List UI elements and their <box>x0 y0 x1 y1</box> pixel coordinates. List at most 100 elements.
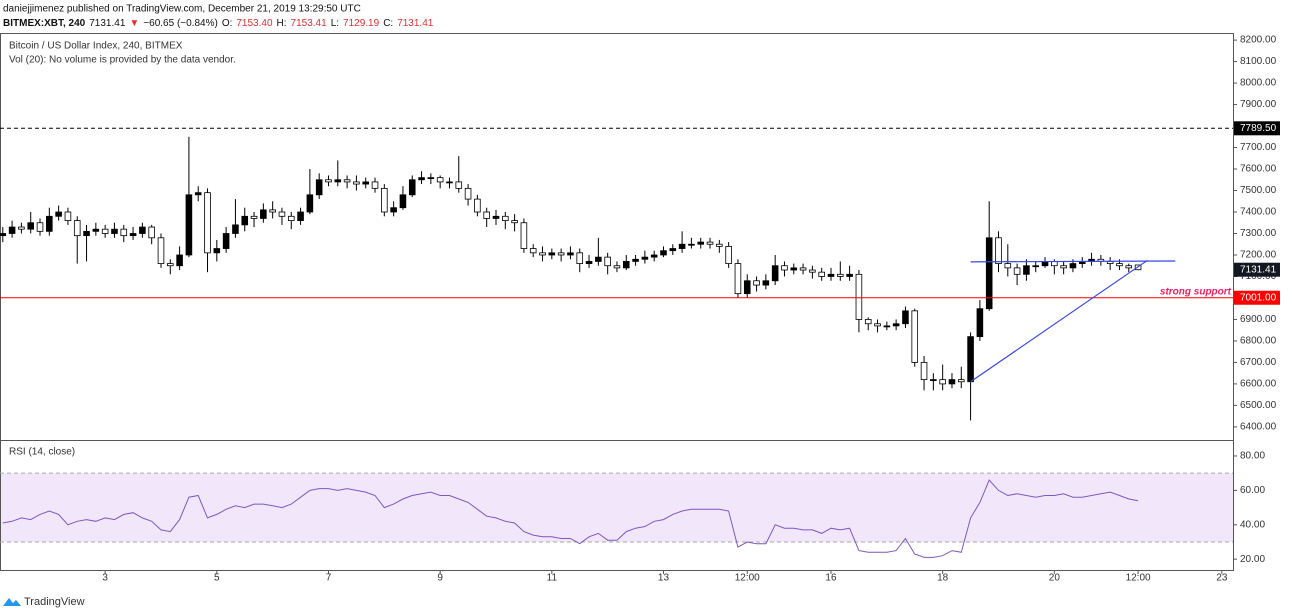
x-tick-label: 18 <box>937 573 949 584</box>
candle-body <box>883 325 891 328</box>
quote-part: ▼ <box>129 18 139 29</box>
candle-body <box>967 336 974 383</box>
candle-body <box>250 215 258 219</box>
y-tick-label: 6700.00 <box>1240 357 1277 368</box>
level-badge <box>1234 290 1280 305</box>
candle-body <box>1013 267 1021 275</box>
candle-body <box>846 273 853 277</box>
y-tick-label: 6400.00 <box>1240 422 1277 433</box>
y-tick-label: 8100.00 <box>1240 56 1277 67</box>
price-title: Bitcoin / US Dollar Index, 240, BITMEX <box>9 41 183 52</box>
candle-body <box>502 215 509 221</box>
candle-body <box>194 192 202 196</box>
quote-line: BITMEX:XBT, 240 7131.41 ▼ −60.65 (−0.84%) O:… <box>3 18 434 29</box>
candle-body <box>232 224 239 234</box>
candle-body <box>818 271 825 277</box>
candle-body <box>706 241 714 245</box>
y-tick-label: 20.00 <box>1240 554 1265 565</box>
level-label: 7001.00 <box>1240 292 1277 303</box>
candle-body <box>939 379 946 385</box>
candle-body <box>660 250 667 256</box>
candle-body <box>548 252 556 256</box>
candle-body <box>641 256 649 260</box>
candle-body <box>8 226 16 234</box>
candle-body <box>632 258 639 262</box>
candle-body <box>1060 265 1067 269</box>
candle-body <box>381 187 388 213</box>
y-tick-label: 6500.00 <box>1240 400 1277 411</box>
candle-body <box>790 267 798 271</box>
candle-body <box>185 194 193 256</box>
y-tick-label: 7600.00 <box>1240 164 1277 175</box>
pane-frame <box>0 33 1234 571</box>
candle-body <box>371 181 379 189</box>
y-tick-label: 7500.00 <box>1240 185 1277 196</box>
candle-body <box>222 233 230 249</box>
candle-body <box>567 252 574 256</box>
y-tick-label: 40.00 <box>1240 519 1265 530</box>
level-label: 7789.50 <box>1240 123 1277 134</box>
candle-body <box>539 252 546 256</box>
candle-body <box>483 211 490 219</box>
candle-body <box>781 265 788 271</box>
last-price-label: 7131.41 <box>1240 264 1277 275</box>
candle-body <box>343 179 351 183</box>
candle-body <box>306 194 314 213</box>
y-tick-label: 6600.00 <box>1240 379 1277 390</box>
y-tick-label: 60.00 <box>1240 485 1265 496</box>
candle-body <box>455 181 463 189</box>
candle-body <box>1032 265 1040 268</box>
candle-body <box>511 220 518 224</box>
quote-part: L: <box>331 18 339 29</box>
x-tick-label: 23 <box>1216 573 1228 584</box>
author-line: daniejjimenez published on TradingView.c… <box>3 4 361 15</box>
x-tick-label: 12:00 <box>735 573 760 584</box>
candle-body <box>697 241 705 245</box>
candle-body <box>1023 265 1030 275</box>
candle-body <box>83 230 90 237</box>
candle-body <box>827 273 835 277</box>
candle-body <box>353 181 360 185</box>
candle-body <box>111 228 118 234</box>
candle-body <box>101 228 109 234</box>
candle-body <box>957 379 965 383</box>
candle-body <box>1004 263 1012 269</box>
candle-body <box>716 243 723 247</box>
candle-body <box>734 263 742 295</box>
candle-body <box>837 273 844 277</box>
candle-body <box>18 226 25 230</box>
candle-body <box>27 222 34 230</box>
y-tick-label: 8200.00 <box>1240 35 1277 46</box>
x-tick-label: 12:00 <box>1126 573 1151 584</box>
quote-part: O: <box>222 18 233 29</box>
candle-body <box>976 308 984 338</box>
candle-body <box>743 280 751 295</box>
candle-body <box>269 209 276 213</box>
candle-body <box>585 261 593 264</box>
candle-body <box>325 179 332 183</box>
candle-body <box>669 248 677 252</box>
candle-body <box>399 194 407 209</box>
candle-body <box>864 319 872 325</box>
candle-body <box>260 209 267 219</box>
candle-body <box>148 226 155 239</box>
x-tick-label: 11 <box>547 573 558 584</box>
candle-body <box>902 310 909 325</box>
volume-note: Vol (20): No volume is provided by the d… <box>9 55 236 66</box>
footer-brand: TradingView <box>24 596 85 608</box>
candle-body <box>1125 265 1133 269</box>
candle-body <box>157 237 165 264</box>
candle-body <box>613 265 621 269</box>
x-tick-label: 9 <box>437 573 443 584</box>
candle-body <box>474 198 481 213</box>
candle-body <box>464 187 472 200</box>
y-tick-label: 7700.00 <box>1240 142 1277 153</box>
candle-body <box>241 215 249 226</box>
level-annotation: strong support <box>1160 286 1232 297</box>
x-tick-label: 5 <box>214 573 220 584</box>
candle-body <box>139 226 146 234</box>
candle-body <box>557 252 565 256</box>
quote-part: 7131.41 <box>397 18 434 29</box>
candle-body <box>576 252 584 264</box>
